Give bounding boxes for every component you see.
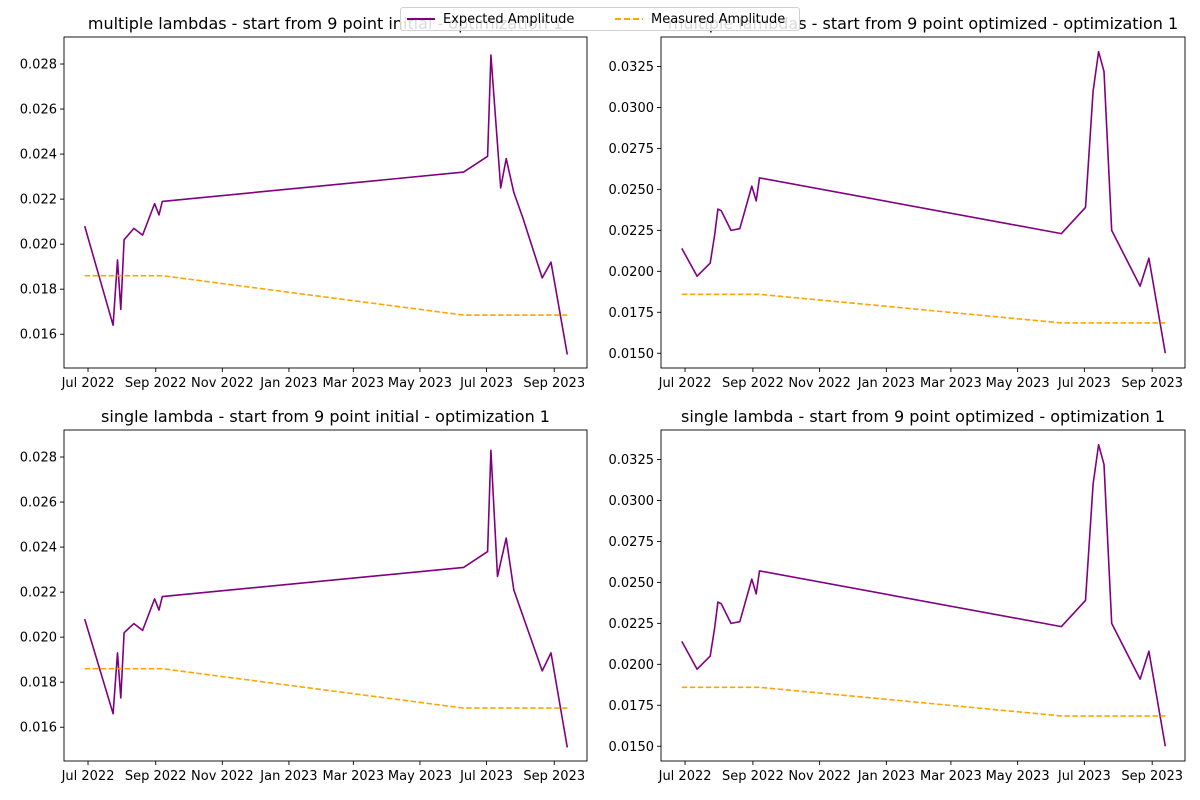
panel-3-ytick-label-3: 0.022 (20, 586, 57, 601)
legend-swatch-measured (615, 14, 643, 24)
panel-2-ytick-label-4: 0.0250 (609, 183, 655, 198)
panel-1-xtick-label-3: Jan 2023 (259, 376, 317, 391)
panel-4-ytick-label-6: 0.0300 (609, 494, 655, 509)
panel-2-xtick-label-7: Sep 2023 (1121, 376, 1183, 391)
panel-4-background (661, 430, 1185, 761)
panel-1-xtick-label-5: May 2023 (388, 376, 452, 391)
panel-4-ytick-label-0: 0.0150 (609, 740, 655, 755)
panel-2-xtick-label-2: Nov 2022 (788, 376, 851, 391)
panel-2-background (661, 37, 1185, 368)
panel-3-xtick-label-2: Nov 2022 (191, 769, 254, 784)
panel-3-xtick-label-4: Mar 2023 (322, 769, 384, 784)
panel-1-background (64, 37, 587, 368)
panel-3-ytick-label-2: 0.020 (20, 631, 57, 646)
panel-2-ytick-label-5: 0.0275 (609, 142, 655, 157)
panel-1-xtick-label-7: Sep 2023 (523, 376, 585, 391)
panel-2-xtick-label-5: May 2023 (986, 376, 1050, 391)
panel-4-xtick-label-1: Sep 2022 (722, 769, 784, 784)
panel-4-xtick-label-4: Mar 2023 (920, 769, 982, 784)
panel-3-xtick-label-1: Sep 2022 (125, 769, 187, 784)
panel-4-title: single lambda - start from 9 point optim… (681, 407, 1165, 426)
panel-4-ytick-label-3: 0.0225 (609, 617, 655, 632)
panel-1-xtick-label-4: Mar 2023 (322, 376, 384, 391)
panel-3-title: single lambda - start from 9 point initi… (101, 407, 550, 426)
legend-label-expected: Expected Amplitude (443, 12, 574, 27)
panel-2-ytick-label-0: 0.0150 (609, 347, 655, 362)
panel-4-ytick-label-5: 0.0275 (609, 535, 655, 550)
panel-4-xtick-label-3: Jan 2023 (857, 769, 915, 784)
panel-3-ytick-label-0: 0.016 (20, 721, 57, 736)
panel-1-ytick-label-1: 0.018 (20, 283, 57, 298)
panel-2-xtick-label-4: Mar 2023 (920, 376, 982, 391)
legend-item-measured: Measured Amplitude (615, 10, 785, 28)
panel-1-ytick-label-6: 0.028 (20, 58, 57, 73)
panel-4-xtick-label-7: Sep 2023 (1121, 769, 1183, 784)
panel-1-xtick-label-2: Nov 2022 (191, 376, 254, 391)
panel-1-ytick-label-3: 0.022 (20, 193, 57, 208)
panel-2-ytick-label-1: 0.0175 (609, 306, 655, 321)
panel-4-ytick-label-4: 0.0250 (609, 576, 655, 591)
panel-3-background (64, 430, 587, 761)
panel-3-xtick-label-5: May 2023 (388, 769, 452, 784)
panel-1-xtick-label-6: Jul 2023 (459, 376, 513, 391)
legend-swatch-expected (407, 14, 435, 24)
panel-4-ytick-label-2: 0.0200 (609, 658, 655, 673)
panel-1-xtick-label-1: Sep 2022 (125, 376, 187, 391)
legend-label-measured: Measured Amplitude (651, 12, 785, 27)
panel-2-ytick-label-2: 0.0200 (609, 265, 655, 280)
panel-1-ytick-label-2: 0.020 (20, 238, 57, 253)
panel-2-xtick-label-1: Sep 2022 (722, 376, 784, 391)
panel-2-xtick-label-3: Jan 2023 (857, 376, 915, 391)
panel-3-ytick-label-5: 0.026 (20, 496, 57, 511)
panel-1-ytick-label-5: 0.026 (20, 103, 57, 118)
panel-1-xtick-label-0: Jul 2022 (61, 376, 115, 391)
panel-4-xtick-label-5: May 2023 (986, 769, 1050, 784)
panel-3-xtick-label-6: Jul 2023 (459, 769, 513, 784)
panel-3-ytick-label-6: 0.028 (20, 451, 57, 466)
panel-3-xtick-label-3: Jan 2023 (259, 769, 317, 784)
panel-1-ytick-label-0: 0.016 (20, 328, 57, 343)
panel-1-ytick-label-4: 0.024 (20, 148, 57, 163)
panel-2-ytick-label-6: 0.0300 (609, 101, 655, 116)
panel-4-xtick-label-6: Jul 2023 (1057, 769, 1111, 784)
legend: Expected Amplitude Measured Amplitude (400, 7, 800, 31)
legend-item-expected: Expected Amplitude (407, 10, 574, 28)
panel-4-xtick-label-0: Jul 2022 (658, 769, 712, 784)
panel-4-xtick-label-2: Nov 2022 (788, 769, 851, 784)
panel-2-ytick-label-7: 0.0325 (609, 60, 655, 75)
panel-3-ytick-label-4: 0.024 (20, 541, 57, 556)
panel-2-xtick-label-0: Jul 2022 (658, 376, 712, 391)
panel-2-xtick-label-6: Jul 2023 (1057, 376, 1111, 391)
panel-3-ytick-label-1: 0.018 (20, 676, 57, 691)
panel-2-ytick-label-3: 0.0225 (609, 224, 655, 239)
panel-4-ytick-label-1: 0.0175 (609, 699, 655, 714)
panel-3-xtick-label-7: Sep 2023 (523, 769, 585, 784)
panel-4-ytick-label-7: 0.0325 (609, 453, 655, 468)
panel-3-xtick-label-0: Jul 2022 (61, 769, 115, 784)
